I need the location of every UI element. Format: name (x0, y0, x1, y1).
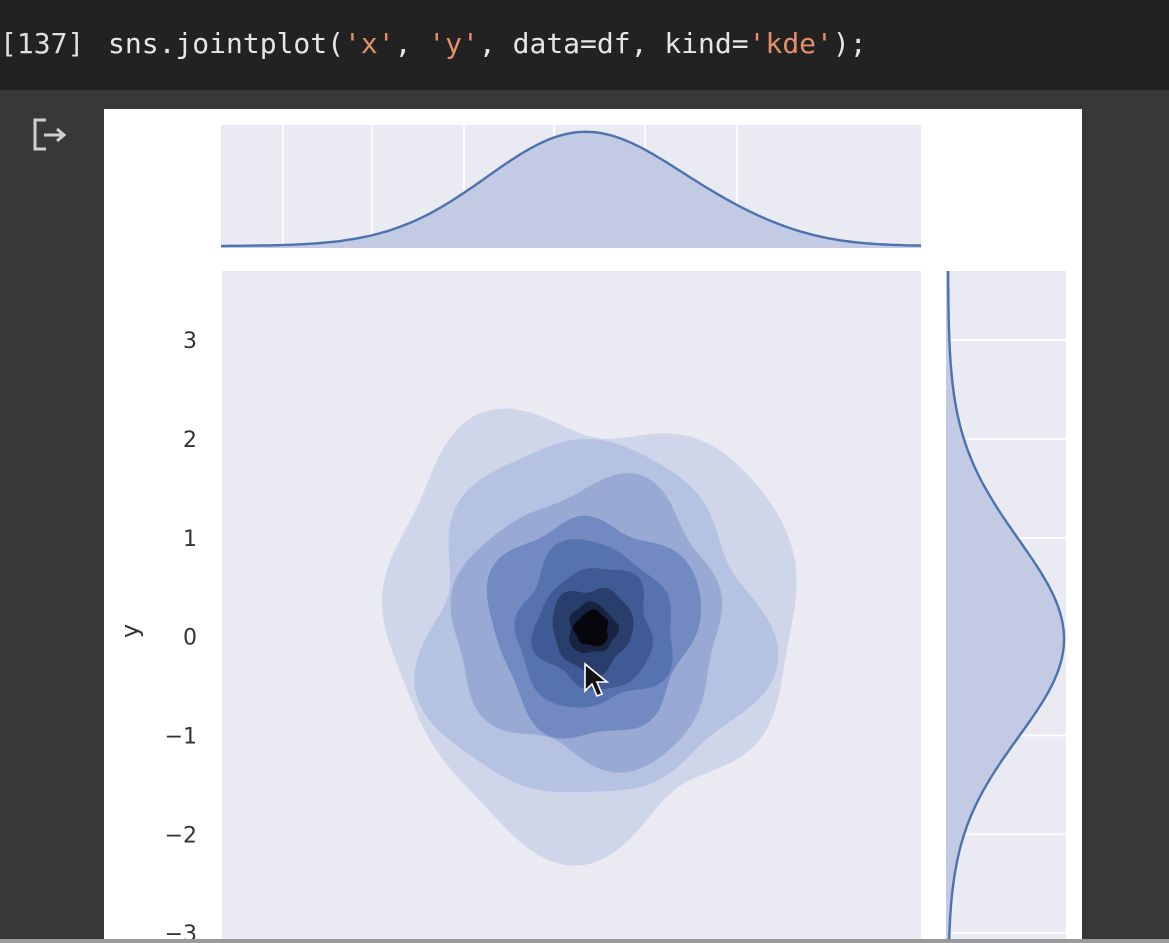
joint-axes: 3 2 1 0 −1 −2 −3 y (116, 271, 921, 943)
marginal-y-kde-fill (946, 271, 1065, 943)
code-token: sns.jointplot( (108, 27, 345, 60)
y-tick-label: 0 (183, 626, 197, 651)
joint-kde-contours (382, 408, 797, 866)
code-token: , data=df, kind= (478, 27, 749, 60)
code-cell[interactable]: [137] sns.jointplot('x', 'y', data=df, k… (0, 0, 1169, 90)
kde-contour-level (573, 609, 609, 647)
y-tick-label: 2 (183, 428, 197, 453)
code-token: , (394, 27, 429, 60)
y-tick-label: −3 (165, 922, 197, 943)
code-editor[interactable]: sns.jointplot('x', 'y', data=df, kind='k… (108, 27, 867, 61)
code-string-x: 'x' (344, 27, 395, 60)
marginal-y-axes (946, 270, 1066, 943)
mouse-cursor-icon (584, 662, 610, 698)
y-tick-label: −2 (165, 823, 197, 848)
jointplot-svg: 3 2 1 0 −1 −2 −3 y (116, 125, 1066, 943)
y-tick-labels: 3 2 1 0 −1 −2 −3 (165, 329, 197, 943)
window-bottom-edge (0, 939, 1169, 943)
y-tick-label: −1 (165, 724, 197, 749)
code-string-y: 'y' (428, 27, 479, 60)
y-axis-label: y (116, 624, 144, 638)
marginal-x-axes (191, 125, 922, 248)
execution-count: [137] (0, 27, 85, 60)
output-redirect-icon[interactable] (32, 118, 70, 152)
code-string-kind: 'kde' (748, 27, 833, 60)
y-tick-label: 3 (183, 329, 197, 354)
code-token: ); (832, 27, 867, 60)
marginal-x-kde-fill (221, 131, 921, 248)
y-tick-label: 1 (183, 527, 197, 552)
marginal-x-kde-line (221, 130, 922, 248)
jointplot-figure: 3 2 1 0 −1 −2 −3 y (104, 109, 1082, 943)
marginal-y-kde-line (946, 270, 1066, 943)
